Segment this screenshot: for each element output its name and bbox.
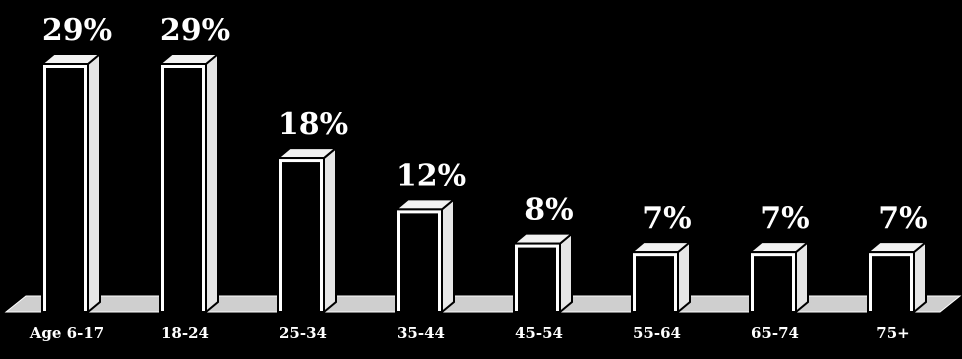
bar-side-face (913, 240, 927, 315)
bar-top-face (865, 241, 929, 254)
value-label: 29% (42, 13, 112, 48)
bar-front-inner (400, 213, 438, 312)
bar-35-44 (393, 197, 457, 315)
value-label: 8% (524, 193, 573, 228)
bar-side-face (795, 240, 809, 315)
bar-top-face (157, 53, 221, 65)
bar-front-inner (754, 256, 792, 312)
bar-65-74 (747, 240, 811, 315)
bar-side-face (559, 231, 573, 315)
bar-side-face (677, 240, 691, 315)
x-tick-label: 65-74 (751, 324, 799, 342)
value-label: 29% (160, 13, 230, 48)
bar-side-face (323, 145, 337, 315)
bar-75- (865, 240, 929, 315)
value-label: 12% (396, 158, 466, 193)
value-label: 7% (760, 201, 809, 236)
bar-18-24 (157, 51, 221, 315)
x-tick-label: 45-54 (515, 324, 563, 342)
value-label: 7% (878, 201, 927, 236)
value-label: 18% (278, 107, 348, 142)
bar-top-face (275, 147, 339, 160)
bar-side-face (87, 51, 101, 315)
bar-front-inner (282, 162, 320, 312)
bar-front-inner (636, 256, 674, 312)
x-tick-label: 35-44 (397, 324, 445, 342)
bar-55-64 (629, 240, 693, 315)
bar-top-face (39, 53, 103, 65)
bar-top-face (629, 241, 693, 254)
bar-front-inner (872, 256, 910, 312)
value-labels-layer: 29% 29% 18% 12% 8% 7% 7% 7% (42, 13, 928, 236)
value-label: 7% (642, 201, 691, 236)
x-tick-label: 18-24 (161, 324, 209, 342)
x-tick-label: 25-34 (279, 324, 327, 342)
bar-top-face (393, 198, 457, 211)
x-tick-label: 75+ (876, 324, 909, 342)
bar-front-inner (164, 68, 202, 312)
x-axis-tick-labels: Age 6-17 18-24 25-34 35-44 45-54 55-64 65-74 75… (29, 324, 910, 342)
bar-45-54 (511, 231, 575, 315)
x-tick-label: Age 6-17 (29, 324, 104, 342)
bar-side-face (205, 51, 219, 315)
bar-front-inner (518, 247, 556, 312)
chart-floor (4, 295, 962, 313)
bar-side-face (441, 197, 455, 315)
bar-top-face (511, 232, 575, 245)
bar-25-34 (275, 145, 339, 315)
bar-age-6-17 (39, 51, 103, 315)
bar-top-face (747, 241, 811, 254)
bars-layer (39, 51, 929, 315)
x-tick-label: 55-64 (633, 324, 681, 342)
bar-front-inner (46, 68, 84, 312)
